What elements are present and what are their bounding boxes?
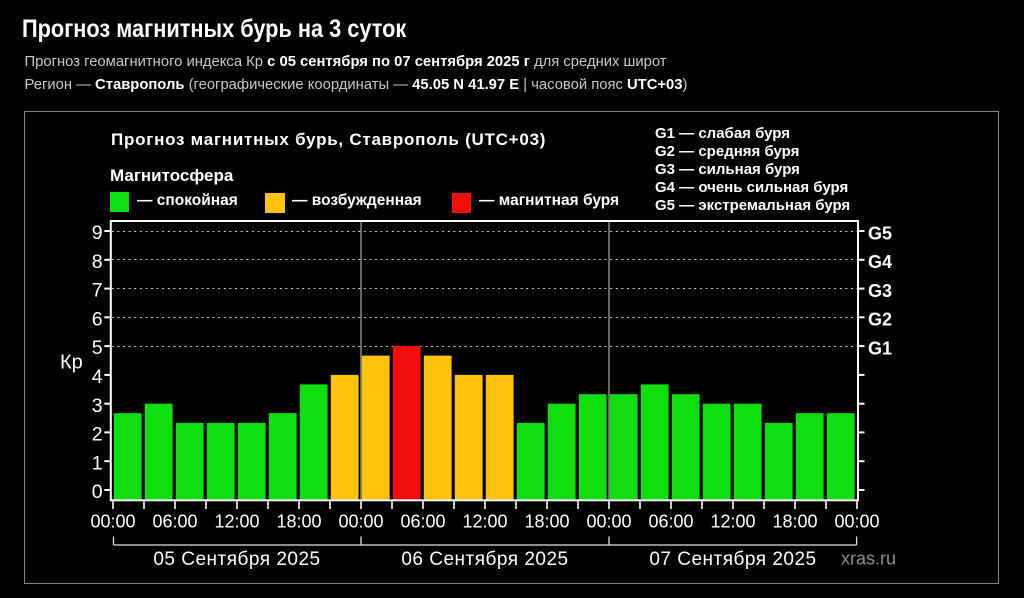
svg-text:05 Сентября 2025: 05 Сентября 2025 (153, 549, 320, 570)
svg-text:7: 7 (92, 280, 103, 302)
svg-text:06:00: 06:00 (648, 512, 693, 532)
svg-text:07 Сентября 2025: 07 Сентября 2025 (649, 549, 816, 570)
svg-text:G2: G2 (868, 310, 892, 330)
svg-text:9: 9 (92, 222, 103, 244)
svg-text:00:00: 00:00 (586, 512, 631, 532)
svg-text:18:00: 18:00 (772, 512, 817, 532)
svg-text:0: 0 (92, 481, 103, 503)
svg-text:8: 8 (92, 251, 103, 273)
svg-text:12:00: 12:00 (710, 512, 755, 532)
svg-text:18:00: 18:00 (524, 512, 569, 532)
svg-text:G1: G1 (868, 338, 892, 358)
svg-text:12:00: 12:00 (214, 512, 259, 532)
svg-text:00:00: 00:00 (338, 512, 383, 532)
svg-text:Кр: Кр (60, 352, 83, 374)
svg-text:5: 5 (92, 337, 103, 359)
svg-text:G4: G4 (868, 252, 892, 272)
svg-text:06:00: 06:00 (152, 512, 197, 532)
svg-text:00:00: 00:00 (90, 512, 135, 532)
svg-text:06:00: 06:00 (400, 512, 445, 532)
svg-text:2: 2 (92, 424, 103, 446)
svg-text:3: 3 (92, 395, 103, 417)
svg-text:12:00: 12:00 (462, 512, 507, 532)
svg-text:00:00: 00:00 (834, 512, 879, 532)
svg-text:6: 6 (92, 308, 103, 330)
svg-text:G5: G5 (868, 223, 892, 243)
svg-text:1: 1 (92, 452, 103, 474)
svg-text:06 Сентября 2025: 06 Сентября 2025 (401, 549, 568, 570)
svg-text:18:00: 18:00 (276, 512, 321, 532)
svg-text:xras.ru: xras.ru (841, 549, 896, 569)
svg-text:4: 4 (92, 366, 103, 388)
svg-text:G3: G3 (868, 281, 892, 301)
